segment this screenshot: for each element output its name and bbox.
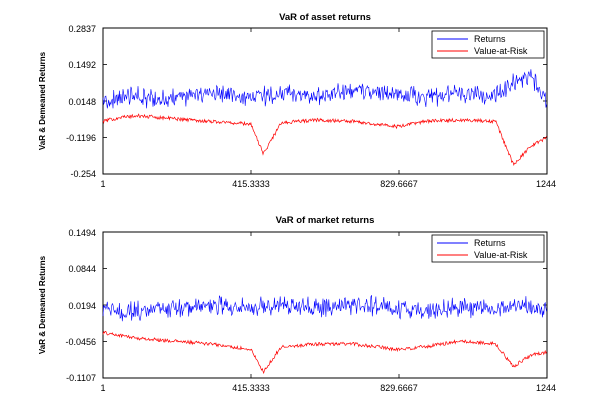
series-line-value-at-risk	[102, 113, 547, 166]
x-tick-label: 829.6667	[380, 383, 418, 393]
y-tick-label: 0.1494	[68, 228, 96, 238]
legend-label-var: Value-at-Risk	[474, 46, 528, 56]
x-tick-label: 1	[100, 383, 105, 393]
legend: Returns Value-at-Risk	[431, 30, 545, 59]
x-tick-label: 1244	[536, 383, 556, 393]
y-tick-label: -0.254	[70, 169, 96, 179]
y-tick-label: -0.1196	[66, 133, 96, 143]
legend: Returns Value-at-Risk	[431, 234, 545, 263]
x-tick-label: 1	[100, 179, 105, 189]
chart-asset-returns: VaR of asset returns VaR & Demeaned Retu…	[38, 12, 556, 189]
y-tick-label: 0.1492	[68, 60, 96, 70]
y-axis-label: VaR & Demeaned Returns	[38, 51, 47, 150]
chart-title: VaR of market returns	[276, 215, 375, 226]
y-tick-label: -0.1107	[66, 373, 96, 383]
legend-box	[431, 30, 545, 59]
y-tick-label: 0.0844	[68, 264, 96, 274]
y-tick-label: 0.0148	[68, 97, 96, 107]
x-tick-label: 829.6667	[380, 179, 418, 189]
y-tick-label: 0.2837	[68, 24, 96, 34]
chart-market-returns: VaR of market returns VaR & Demeaned Ret…	[38, 215, 556, 393]
legend-label-returns: Returns	[474, 34, 506, 44]
series-line-returns	[102, 295, 547, 322]
tick-marks	[103, 232, 547, 378]
series-layer	[102, 69, 547, 166]
y-tick-label: 0.0194	[68, 301, 96, 311]
legend-label-returns: Returns	[474, 238, 506, 248]
series-line-value-at-risk	[102, 331, 547, 375]
chart-title: VaR of asset returns	[279, 12, 371, 23]
x-tick-label: 1244	[536, 179, 556, 189]
x-tick-label: 415.3333	[232, 383, 270, 393]
y-axis-label: VaR & Demeaned Returns	[38, 255, 47, 354]
y-tick-label: -0.0456	[65, 337, 96, 347]
legend-label-var: Value-at-Risk	[474, 250, 528, 260]
legend-box	[431, 234, 545, 263]
series-layer	[102, 295, 547, 375]
series-line-returns	[102, 69, 547, 109]
x-tick-label: 415.3333	[232, 179, 270, 189]
